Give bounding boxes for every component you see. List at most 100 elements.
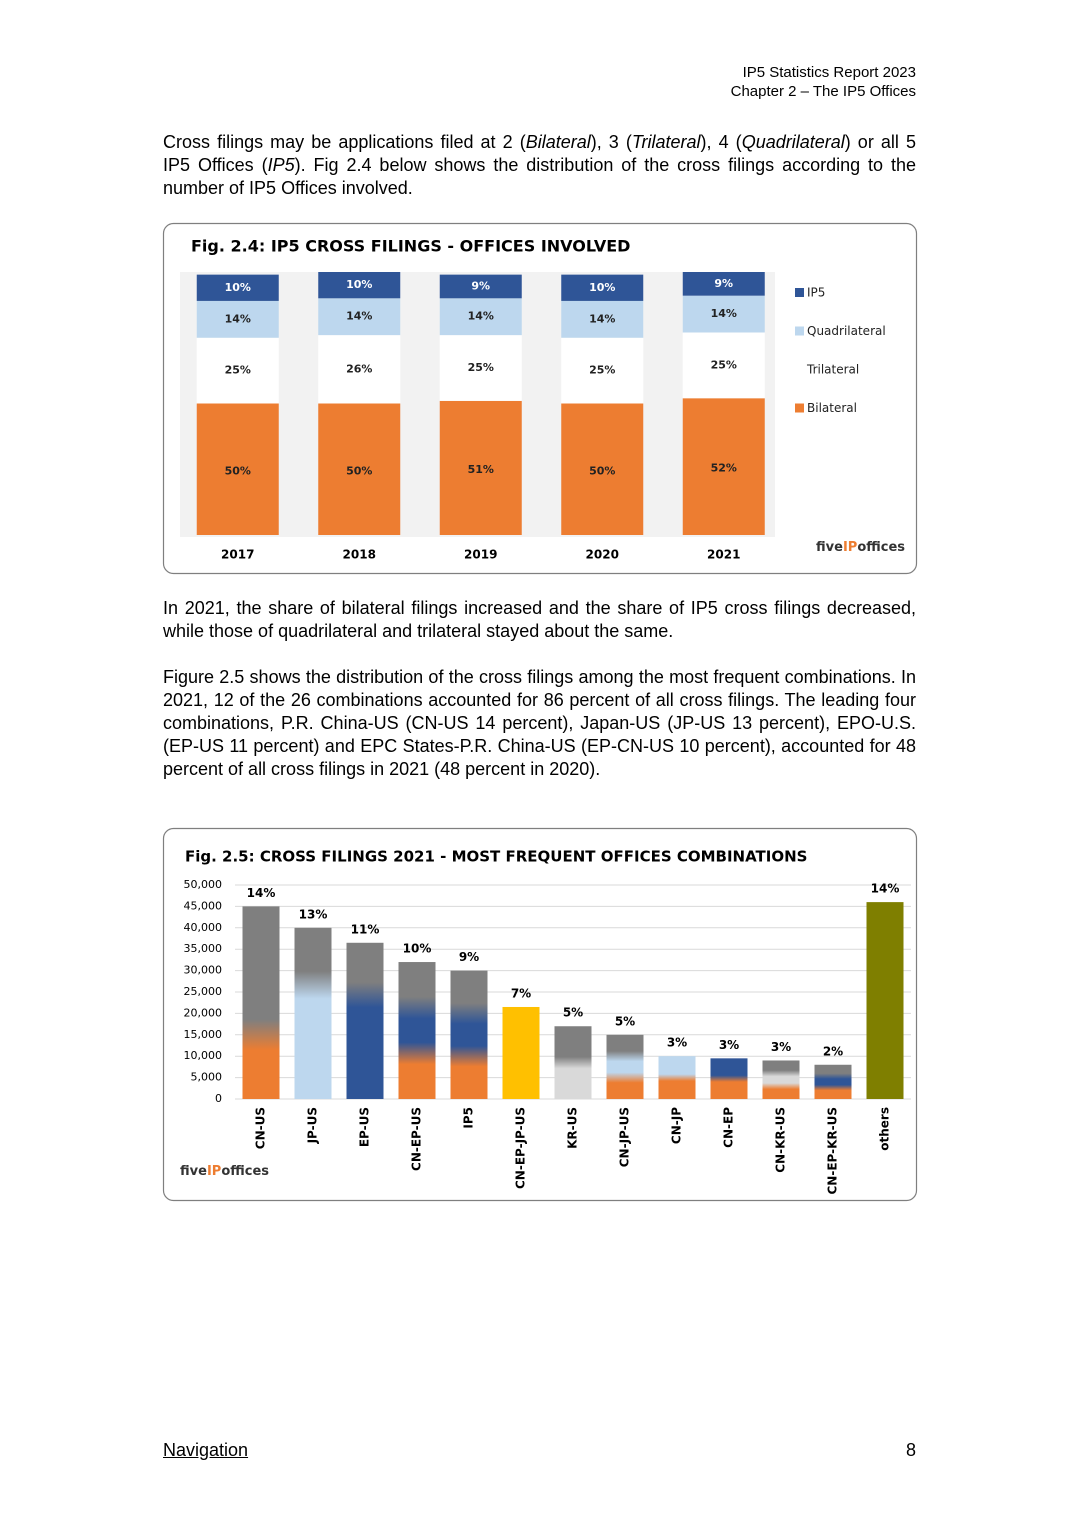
bar-segment: [682, 332, 765, 399]
x-tick-label: JP-US: [306, 1107, 320, 1144]
data-label: 25%: [468, 361, 494, 374]
text: ) or all 5 IP5 Offices (: [163, 132, 916, 175]
bar: [554, 1026, 592, 1099]
x-tick-label: CN-EP: [722, 1107, 736, 1148]
bar: [398, 962, 436, 1099]
legend-swatch: [795, 326, 804, 336]
bar: [658, 1056, 696, 1099]
bar: [710, 1058, 748, 1099]
bar-segment: [196, 274, 279, 301]
logo: fiveIPoffices: [180, 1164, 269, 1179]
x-tick-label: 2018: [343, 548, 376, 562]
x-tick-label: IP5: [462, 1107, 476, 1129]
bar-segment: [561, 300, 644, 338]
text: ), 4 (: [700, 132, 742, 152]
page-number: 8: [905, 1440, 916, 1460]
data-label: 14%: [589, 312, 615, 325]
text: IP5: [267, 155, 295, 175]
x-tick-label: 2020: [586, 548, 619, 562]
x-tick-label: 2017: [221, 548, 254, 562]
x-tick-label: 2019: [464, 548, 497, 562]
logo-part: offices: [857, 540, 905, 555]
data-label: 10%: [403, 942, 432, 956]
bar: [866, 902, 904, 1099]
x-tick-label: CN-EP-JP-US: [514, 1107, 528, 1189]
y-tick-label: 50,000: [184, 878, 223, 891]
text: Bilateral: [525, 132, 591, 152]
bar: [346, 942, 384, 1099]
y-tick-label: 10,000: [184, 1049, 223, 1062]
data-label: 25%: [711, 358, 737, 371]
bar: [294, 927, 332, 1099]
x-tick-label: 2021: [707, 548, 740, 562]
x-tick-label: CN-EP-US: [410, 1107, 424, 1171]
bar-segment: [196, 403, 279, 535]
bar-segment: [561, 274, 644, 301]
bar-segment: [439, 400, 522, 535]
x-tick-label: others: [878, 1107, 892, 1151]
logo-part: offices: [221, 1164, 269, 1179]
data-label: 14%: [346, 310, 372, 323]
bar-segment: [682, 272, 765, 296]
bar: [606, 1034, 644, 1099]
data-label: 50%: [225, 464, 251, 477]
legend-swatch: [795, 365, 804, 374]
legend-swatch: [795, 288, 804, 297]
bar: [502, 1006, 540, 1099]
data-label: 3%: [719, 1038, 739, 1052]
x-tick-label: KR-US: [566, 1107, 580, 1149]
data-label: 9%: [471, 279, 490, 292]
legend-swatch: [795, 403, 804, 413]
bar-segment: [196, 300, 279, 338]
text: ), 3 (: [590, 132, 632, 152]
y-tick-label: 15,000: [184, 1028, 223, 1041]
data-label: 14%: [247, 886, 276, 900]
data-label: 9%: [459, 950, 479, 964]
bar: [450, 970, 488, 1099]
chart-frame: [162, 827, 918, 1202]
data-label: 14%: [225, 312, 251, 325]
data-label: 50%: [589, 464, 615, 477]
bar-segment: [439, 335, 522, 401]
legend-label: Bilateral: [807, 401, 857, 415]
logo-part: IP: [843, 540, 857, 555]
logo: fiveIPoffices: [816, 540, 905, 555]
y-tick-label: 20,000: [184, 1006, 223, 1019]
legend-label: Trilateral: [806, 363, 859, 377]
paragraph: Figure 2.5 shows the distribution of the…: [163, 667, 916, 779]
logo-part: five: [180, 1164, 207, 1179]
x-tick-label: EP-US: [358, 1107, 372, 1147]
paragraph: Cross filings may be applications filed …: [163, 131, 916, 200]
bar-segment: [439, 298, 522, 336]
data-label: 10%: [589, 281, 615, 294]
data-label: 5%: [615, 1014, 635, 1028]
text: Trilateral: [631, 132, 701, 152]
text: Cross filings may be applications filed …: [163, 132, 526, 152]
data-label: 2%: [823, 1044, 843, 1058]
navigation-link[interactable]: Navigation: [163, 1440, 249, 1460]
y-tick-label: 5,000: [191, 1071, 223, 1084]
logo-part: IP: [207, 1164, 221, 1179]
data-label: 52%: [711, 462, 737, 475]
y-tick-label: 25,000: [184, 985, 223, 998]
legend-label: Quadrilateral: [807, 324, 886, 338]
text: Quadrilateral: [741, 132, 845, 152]
data-label: 25%: [225, 364, 251, 377]
bar-segment: [439, 274, 522, 299]
paragraph: In 2021, the share of bilateral filings …: [163, 598, 916, 641]
bar-segment: [318, 403, 401, 535]
bar: [814, 1064, 852, 1099]
chart: Fig. 2.5: CROSS FILINGS 2021 - MOST FREQ…: [162, 827, 918, 1202]
data-label: 51%: [468, 463, 494, 476]
legend-label: IP5: [807, 286, 825, 300]
y-tick-label: 45,000: [184, 899, 223, 912]
bar-segment: [682, 295, 765, 333]
data-label: 14%: [468, 310, 494, 323]
data-label: 11%: [351, 922, 380, 936]
header-title: IP5 Statistics Report 2023: [742, 64, 916, 81]
x-tick-label: CN-US: [254, 1107, 268, 1149]
data-label: 13%: [299, 907, 328, 921]
chart-title: Fig. 2.4: IP5 CROSS FILINGS - OFFICES IN…: [191, 237, 630, 256]
data-label: 10%: [346, 278, 372, 291]
